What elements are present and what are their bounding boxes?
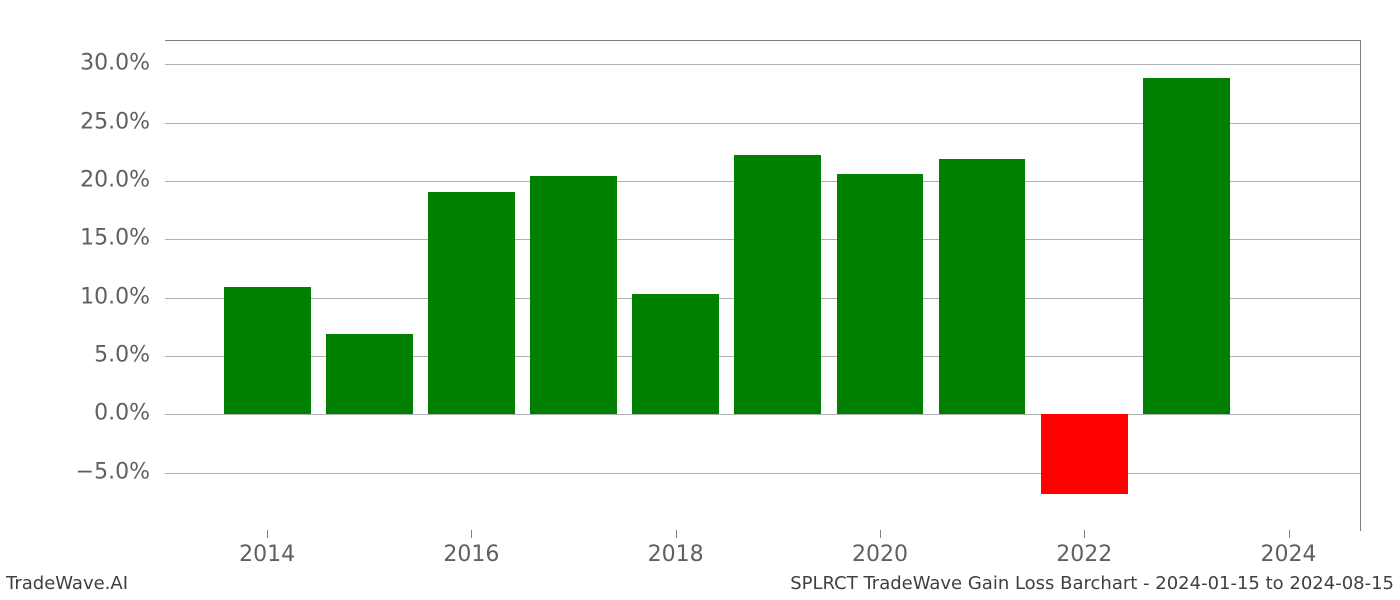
bar <box>939 159 1026 415</box>
gridline <box>165 64 1360 65</box>
y-tick-label: 25.0% <box>0 109 150 134</box>
bar <box>1041 414 1128 493</box>
x-tick-mark <box>471 530 472 538</box>
bar <box>326 334 413 415</box>
bar <box>428 192 515 415</box>
y-tick-label: 0.0% <box>0 401 150 426</box>
bar <box>224 287 311 414</box>
y-tick-label: 20.0% <box>0 168 150 193</box>
y-tick-label: 30.0% <box>0 51 150 76</box>
x-tick-mark <box>1084 530 1085 538</box>
x-tick-label: 2016 <box>443 542 499 567</box>
x-tick-label: 2014 <box>239 542 295 567</box>
x-tick-mark <box>676 530 677 538</box>
bar <box>734 155 821 414</box>
gridline <box>165 414 1360 415</box>
footer-left-text: TradeWave.AI <box>6 573 128 594</box>
x-tick-label: 2020 <box>852 542 908 567</box>
y-tick-label: −5.0% <box>0 459 150 484</box>
bar <box>1143 78 1230 414</box>
bar <box>837 174 924 414</box>
y-tick-label: 15.0% <box>0 226 150 251</box>
chart-container: −5.0% 0.0% 5.0% 10.0% 15.0% 20.0% 25.0% 30.0% 2… <box>0 0 1400 600</box>
y-tick-label: 5.0% <box>0 343 150 368</box>
footer-right-text: SPLRCT TradeWave Gain Loss Barchart - 20… <box>790 573 1394 594</box>
x-tick-label: 2024 <box>1261 542 1317 567</box>
x-tick-mark <box>267 530 268 538</box>
x-tick-label: 2022 <box>1056 542 1112 567</box>
y-tick-label: 10.0% <box>0 284 150 309</box>
plot-area <box>165 40 1361 531</box>
x-tick-mark <box>1289 530 1290 538</box>
bar <box>632 294 719 414</box>
x-tick-label: 2018 <box>648 542 704 567</box>
bar <box>530 176 617 414</box>
gridline <box>165 473 1360 474</box>
x-tick-mark <box>880 530 881 538</box>
